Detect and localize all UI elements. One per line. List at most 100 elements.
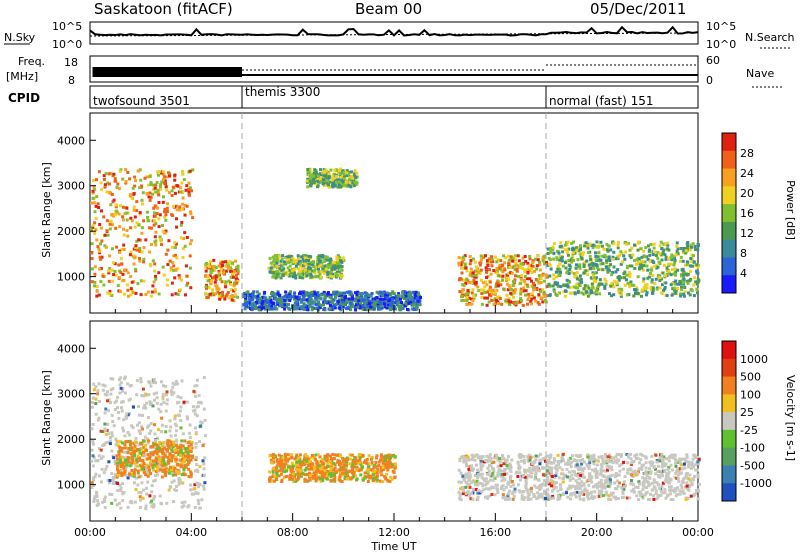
echo-cell	[142, 450, 145, 454]
echo-cell	[673, 256, 676, 260]
echo-cell	[106, 422, 110, 426]
echo-cell	[501, 475, 505, 479]
echo-cell	[599, 478, 603, 482]
echo-cell	[458, 496, 462, 500]
echo-cell	[182, 237, 186, 240]
echo-cell	[341, 302, 344, 306]
echo-cell	[667, 488, 671, 492]
echo-cell	[309, 272, 313, 276]
echo-cell	[655, 497, 659, 501]
echo-cell	[465, 303, 469, 307]
echo-cell	[341, 258, 345, 262]
echo-cell	[101, 274, 105, 278]
echo-cell	[500, 302, 504, 306]
echo-cell	[342, 291, 346, 295]
echo-cell	[397, 304, 401, 308]
echo-cell	[663, 243, 667, 247]
echo-cell	[153, 214, 157, 218]
echo-cell	[130, 219, 134, 223]
echo-cell	[688, 484, 692, 488]
echo-cell	[307, 266, 311, 270]
echo-cell	[641, 268, 645, 272]
echo-cell	[457, 480, 461, 484]
echo-cell	[187, 187, 191, 191]
echo-cell	[509, 476, 512, 479]
echo-cell	[646, 257, 650, 261]
echo-cell	[161, 447, 165, 451]
echo-cell	[658, 244, 662, 248]
echo-cell	[312, 171, 316, 175]
echo-cell	[277, 275, 281, 279]
echo-cell	[214, 277, 218, 281]
echo-cell	[221, 290, 225, 294]
echo-cell	[576, 291, 580, 295]
echo-cell	[593, 271, 597, 275]
echo-cell	[146, 480, 150, 484]
echo-cell	[278, 299, 281, 303]
echo-cell	[245, 301, 249, 305]
echo-cell	[281, 254, 285, 258]
echo-cell	[138, 495, 142, 499]
echo-cell	[107, 460, 111, 464]
echo-cell	[315, 180, 319, 184]
echo-cell	[389, 300, 393, 304]
echo-cell	[111, 200, 115, 204]
echo-cell	[688, 473, 692, 477]
echo-cell	[233, 270, 236, 274]
echo-cell	[288, 299, 292, 303]
echo-cell	[178, 276, 182, 280]
echo-cell	[383, 305, 387, 309]
echo-cell	[537, 281, 541, 285]
echo-cell	[385, 306, 389, 310]
echo-cell	[340, 294, 344, 298]
echo-cell	[288, 260, 291, 264]
echo-cell	[656, 495, 660, 499]
echo-cell	[232, 284, 236, 288]
echo-cell	[226, 266, 230, 270]
echo-cell	[139, 451, 143, 455]
echo-cell	[266, 306, 270, 310]
echo-cell	[334, 174, 338, 178]
echo-cell	[169, 266, 173, 270]
echo-cell	[559, 244, 563, 248]
echo-cell	[558, 267, 562, 271]
echo-cell	[154, 456, 158, 460]
echo-cell	[168, 453, 172, 457]
echo-cell	[473, 275, 477, 279]
echo-cell	[115, 439, 119, 443]
echo-cell	[551, 245, 555, 249]
echo-cell	[203, 434, 207, 438]
echo-cell	[557, 251, 561, 255]
echo-cell	[616, 240, 620, 244]
echo-cell	[147, 465, 151, 469]
echo-cell	[138, 247, 142, 250]
echo-cell	[517, 274, 520, 278]
echo-cell	[174, 292, 178, 296]
echo-cell	[684, 263, 687, 267]
echo-cell	[183, 213, 187, 217]
echo-cell	[321, 182, 325, 186]
echo-cell	[118, 250, 122, 254]
echo-cell	[188, 242, 192, 246]
echo-cell	[680, 288, 684, 292]
echo-cell	[170, 468, 173, 472]
echo-cell	[349, 299, 353, 303]
echo-cell	[109, 203, 113, 207]
echo-cell	[389, 292, 393, 296]
echo-cell	[139, 468, 143, 472]
echo-cell	[652, 494, 655, 498]
echo-cell	[587, 263, 591, 267]
echo-cell	[179, 190, 183, 194]
echo-cell	[290, 269, 294, 273]
echo-cell	[323, 297, 327, 301]
echo-cell	[207, 286, 211, 290]
echo-cell	[173, 488, 177, 492]
echo-cell	[549, 247, 552, 251]
echo-cell	[620, 486, 624, 490]
echo-cell	[479, 254, 483, 258]
echo-cell	[335, 265, 339, 269]
echo-cell	[107, 172, 111, 176]
echo-cell	[128, 384, 132, 388]
echo-cell	[526, 455, 530, 459]
echo-cell	[130, 469, 134, 472]
